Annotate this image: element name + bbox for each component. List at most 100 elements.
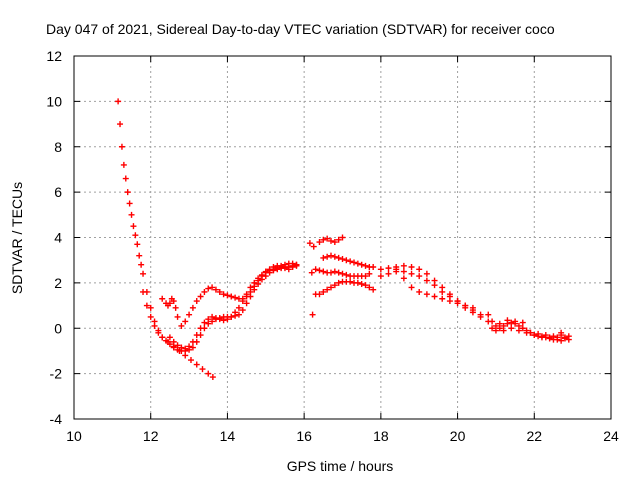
data-point xyxy=(335,269,342,276)
data-point xyxy=(370,263,377,270)
data-point xyxy=(170,344,177,351)
data-point xyxy=(408,284,415,291)
data-point xyxy=(140,270,147,277)
data-point xyxy=(558,329,565,336)
x-tick-label: 18 xyxy=(373,428,389,444)
data-point xyxy=(216,288,223,295)
data-point xyxy=(335,254,342,261)
data-point xyxy=(255,277,262,284)
data-point xyxy=(362,282,369,289)
data-point xyxy=(274,265,281,272)
data-point xyxy=(565,333,572,340)
series-main-decay xyxy=(115,98,216,381)
data-point xyxy=(489,325,496,332)
data-point xyxy=(316,239,323,246)
x-tick-label: 20 xyxy=(450,428,466,444)
data-point xyxy=(212,315,219,322)
y-tick-label: 4 xyxy=(54,230,62,246)
data-point xyxy=(400,262,407,269)
data-point xyxy=(170,298,177,305)
data-point xyxy=(134,241,141,248)
data-point xyxy=(147,313,154,320)
data-point xyxy=(508,325,515,332)
data-point xyxy=(209,374,216,381)
data-point xyxy=(561,335,568,342)
data-point xyxy=(130,223,137,230)
data-point xyxy=(477,311,484,318)
data-point xyxy=(132,232,139,239)
data-point xyxy=(354,260,361,267)
x-tick-label: 10 xyxy=(66,428,82,444)
data-point xyxy=(262,269,269,276)
y-tick-label: 2 xyxy=(54,275,62,291)
data-point xyxy=(358,261,365,268)
data-point xyxy=(182,318,189,325)
data-point xyxy=(251,283,258,290)
data-point xyxy=(324,286,331,293)
data-point xyxy=(416,266,423,273)
y-tick-label: -4 xyxy=(50,411,63,427)
data-point xyxy=(247,288,254,295)
data-point xyxy=(377,266,384,273)
data-point xyxy=(362,262,369,269)
data-point xyxy=(228,313,235,320)
x-tick-label: 14 xyxy=(220,428,236,444)
data-point xyxy=(366,284,373,291)
data-point xyxy=(504,317,511,324)
data-point xyxy=(546,334,553,341)
data-point xyxy=(205,285,212,292)
data-point xyxy=(205,370,212,377)
data-point xyxy=(306,240,313,247)
data-point xyxy=(174,313,181,320)
data-point xyxy=(220,291,227,298)
data-point xyxy=(316,291,323,298)
data-point xyxy=(138,261,145,268)
data-point xyxy=(423,277,430,284)
axes xyxy=(73,55,612,420)
data-point xyxy=(519,319,526,326)
data-point xyxy=(308,269,315,276)
data-point xyxy=(189,304,196,311)
data-point xyxy=(212,286,219,293)
data-point xyxy=(243,293,250,300)
data-point xyxy=(512,318,519,325)
data-point xyxy=(235,311,242,318)
data-point xyxy=(439,288,446,295)
data-points xyxy=(115,98,572,381)
data-point xyxy=(159,295,166,302)
data-point xyxy=(320,236,327,243)
data-point xyxy=(339,256,346,263)
data-point xyxy=(366,270,373,277)
data-point xyxy=(343,271,350,278)
data-point xyxy=(140,288,147,295)
data-point xyxy=(235,304,242,311)
data-point xyxy=(343,257,350,264)
data-point xyxy=(228,293,235,300)
data-point xyxy=(335,279,342,286)
data-point xyxy=(293,262,300,269)
data-point xyxy=(159,334,166,341)
data-point xyxy=(508,319,515,326)
data-point xyxy=(431,282,438,289)
data-point xyxy=(358,281,365,288)
data-point xyxy=(339,234,346,241)
y-tick-label: 6 xyxy=(54,184,62,200)
data-point xyxy=(166,300,173,307)
data-point xyxy=(558,337,565,344)
data-point xyxy=(515,327,522,334)
data-point xyxy=(205,316,212,323)
series-tail-lower xyxy=(393,266,476,311)
data-point xyxy=(485,311,492,318)
series-cluster-16-18-lower xyxy=(312,266,377,298)
data-point xyxy=(278,263,285,270)
data-point xyxy=(178,322,185,329)
data-point xyxy=(187,357,194,364)
series-cluster-16-18-upper xyxy=(316,234,377,270)
data-point xyxy=(193,361,200,368)
data-point xyxy=(347,258,354,265)
data-point xyxy=(224,316,231,323)
data-point xyxy=(362,273,369,280)
data-point xyxy=(281,265,288,272)
data-point xyxy=(385,270,392,277)
data-point xyxy=(243,300,250,307)
